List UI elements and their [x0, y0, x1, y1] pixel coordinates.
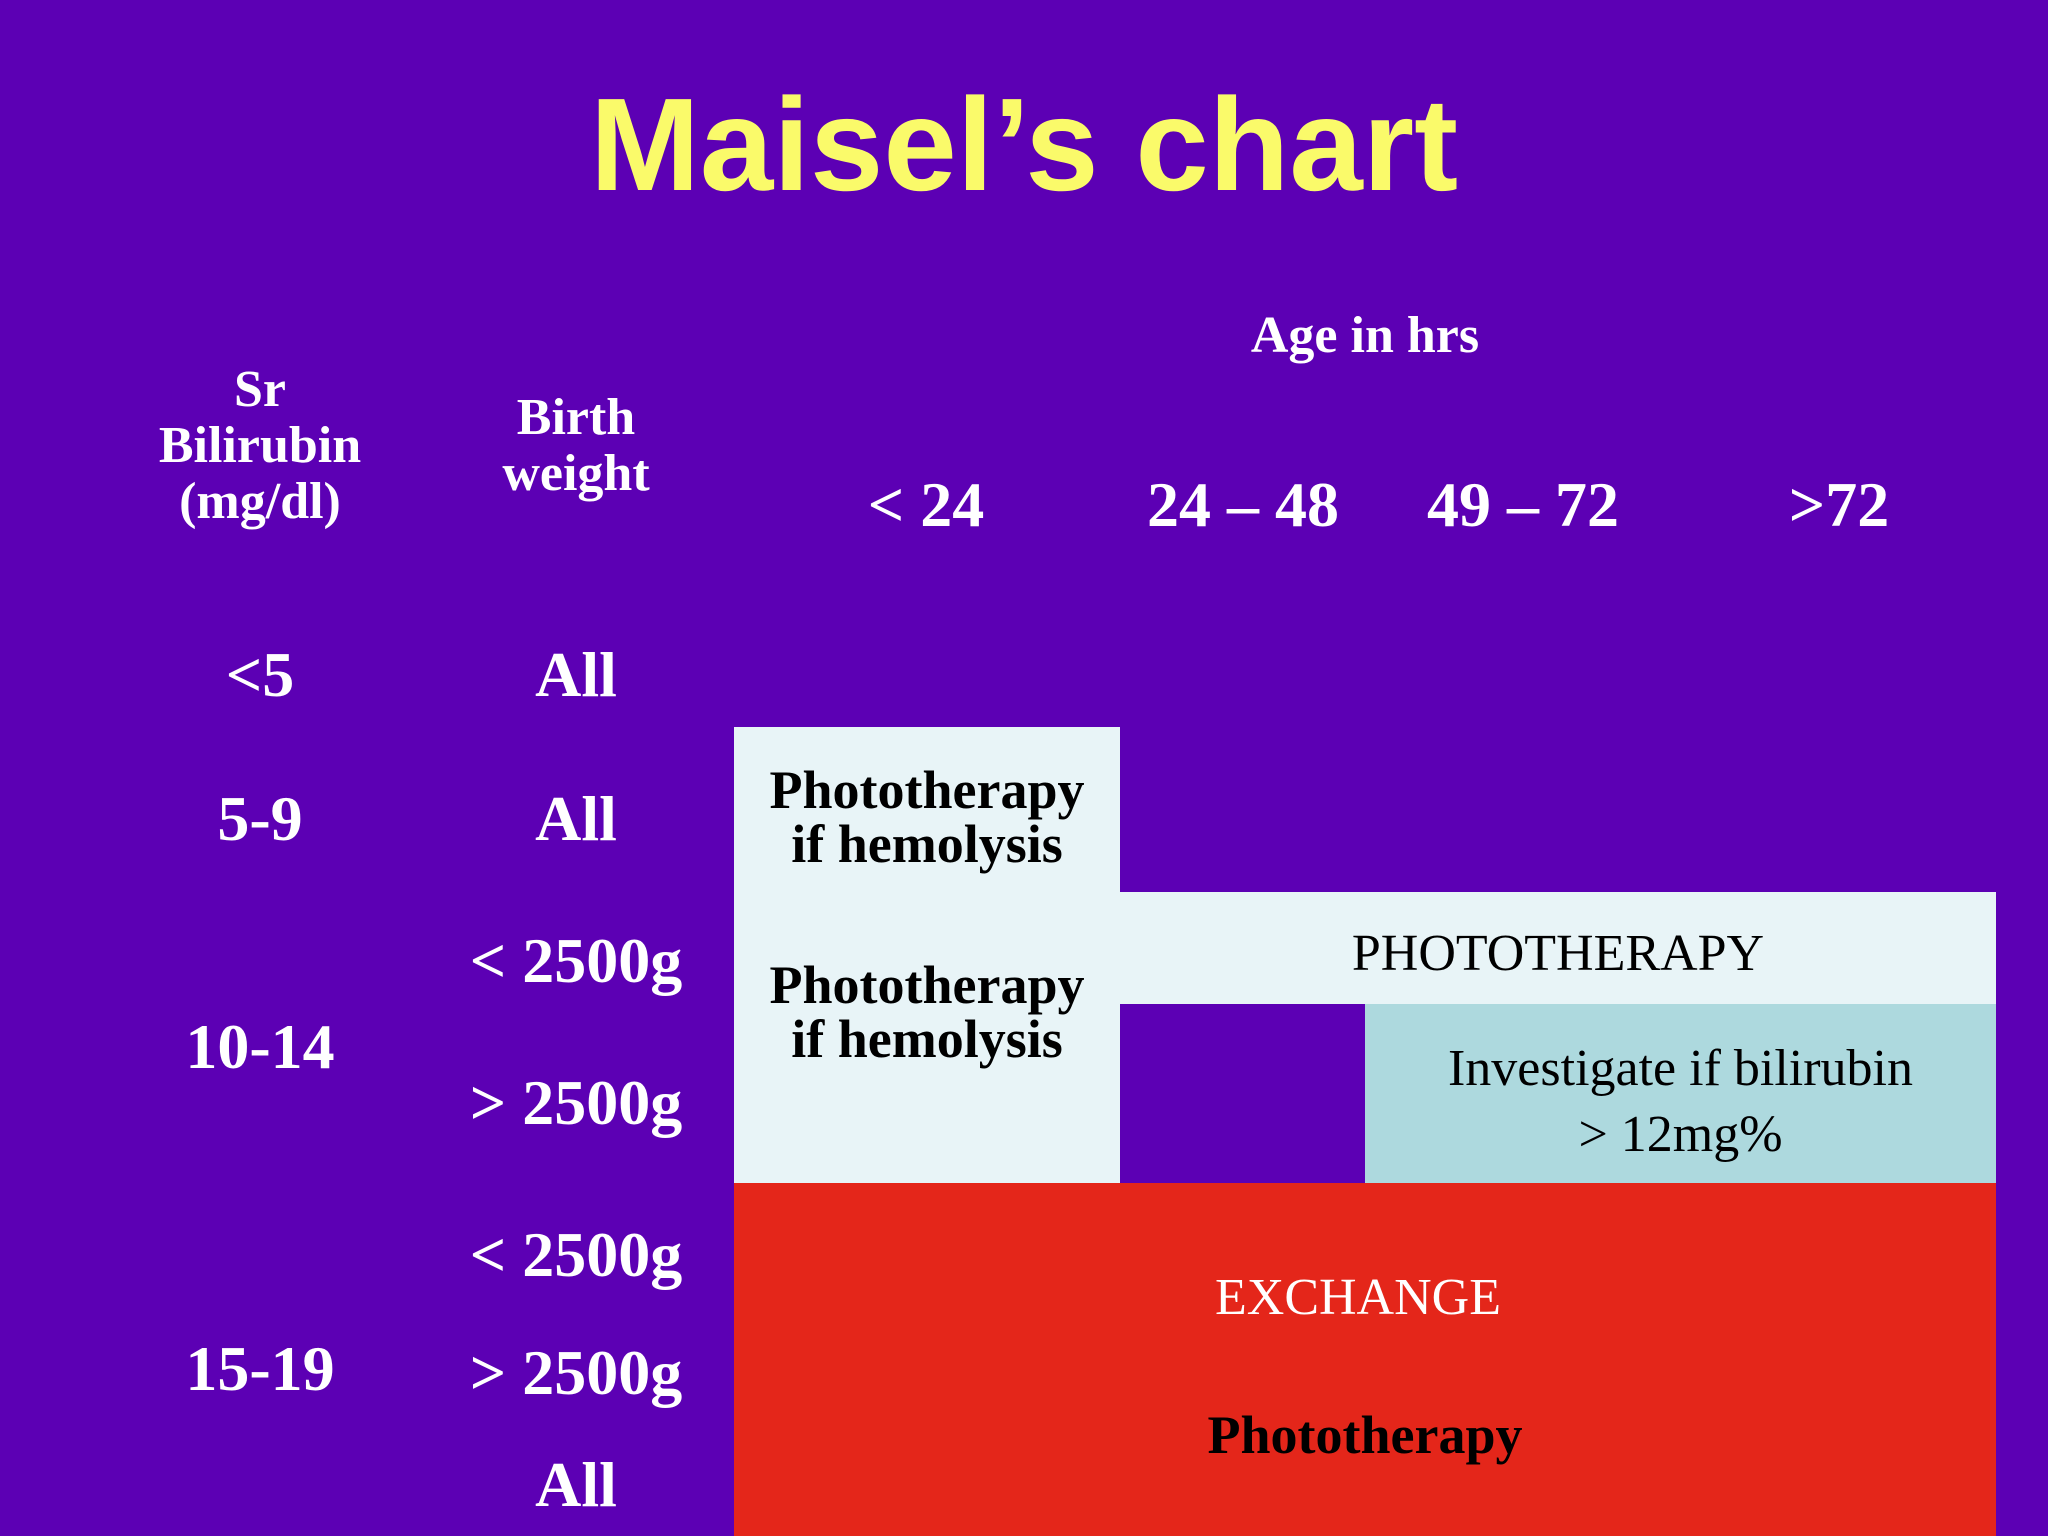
age-column-49-72: 49 – 72 — [1427, 469, 1619, 540]
age-column-lt24: < 24 — [867, 469, 985, 540]
sr-value-10-14: 10-14 — [185, 1011, 335, 1082]
age-column-gt72: >72 — [1788, 469, 1890, 540]
investigate-block — [1365, 1004, 1996, 1183]
sr-bilirubin-header: Sr Bilirubin (mg/dl) — [110, 362, 410, 530]
birth-weight-gt2500: > 2500g — [469, 1337, 683, 1408]
age-column-24-48: 24 – 48 — [1147, 469, 1339, 540]
sr-value-lt5: <5 — [225, 639, 295, 710]
sr-value-15-19: 15-19 — [185, 1333, 335, 1404]
phototherapy-if-hemolysis-text: Phototherapy if hemolysis — [734, 763, 1120, 871]
sr-bilirubin-header-line: Bilirubin — [158, 417, 362, 474]
exchange-block — [734, 1183, 1996, 1536]
cell-line: if hemolysis — [791, 1009, 1063, 1069]
investigate-text: Investigate if bilirubin > 12mg% — [1365, 1036, 1996, 1168]
birth-weight-all: All — [535, 639, 617, 710]
exchange-text: EXCHANGE — [1215, 1269, 1501, 1326]
age-header: Age in hrs — [1250, 307, 1480, 364]
page-title: Maisel’s chart — [589, 71, 1459, 218]
cell-line: if hemolysis — [791, 814, 1063, 874]
cell-line: > 12mg% — [1578, 1106, 1783, 1163]
sr-bilirubin-header-line: (mg/dl) — [179, 473, 341, 530]
birth-weight-lt2500: < 2500g — [469, 1219, 683, 1290]
phototherapy-text: PHOTOTHERAPY — [1351, 925, 1765, 982]
phototherapy-if-hemolysis-block — [734, 727, 1120, 1183]
birth-weight-header-line: weight — [502, 445, 650, 502]
cell-line: Investigate if bilirubin — [1447, 1040, 1913, 1097]
birth-weight-header-line: Birth — [516, 389, 636, 446]
sr-bilirubin-header-line: Sr — [234, 361, 286, 418]
birth-weight-lt2500: < 2500g — [469, 925, 683, 996]
phototherapy-bottom-text: Phototherapy — [1207, 1405, 1523, 1465]
birth-weight-all: All — [535, 783, 617, 854]
phototherapy-if-hemolysis-text: Phototherapy if hemolysis — [734, 958, 1120, 1066]
cell-line: Phototherapy — [769, 955, 1085, 1015]
birth-weight-header: Birth weight — [426, 390, 726, 502]
sr-value-5-9: 5-9 — [217, 783, 303, 854]
birth-weight-gt2500: > 2500g — [469, 1067, 683, 1138]
cell-line: Phototherapy — [769, 760, 1085, 820]
birth-weight-all: All — [535, 1449, 617, 1520]
phototherapy-block — [1120, 892, 1996, 1004]
